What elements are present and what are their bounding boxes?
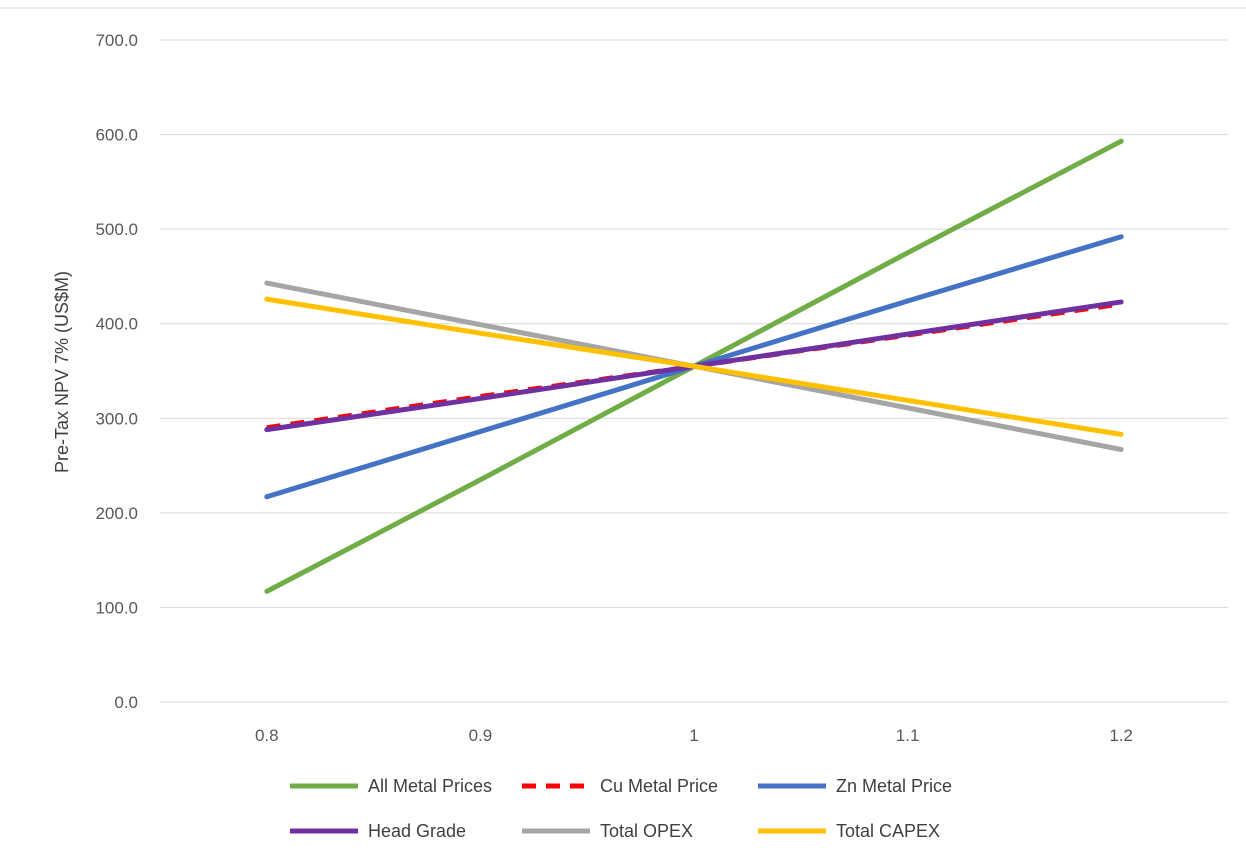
y-tick-label: 700.0 [95, 31, 138, 50]
y-tick-label: 0.0 [114, 693, 138, 712]
legend-label: Total CAPEX [836, 821, 940, 841]
legend-label: All Metal Prices [368, 776, 492, 796]
x-axis-ticks: 0.8 0.9 1 1.1 1.2 [255, 726, 1133, 745]
legend-label: Head Grade [368, 821, 466, 841]
y-tick-label: 500.0 [95, 220, 138, 239]
legend-item-head-grade: Head Grade [290, 821, 466, 841]
x-tick-label: 0.8 [255, 726, 279, 745]
y-tick-label: 300.0 [95, 409, 138, 428]
legend-item-total-opex: Total OPEX [522, 821, 693, 841]
legend-item-cu-metal-price: Cu Metal Price [522, 776, 718, 796]
x-tick-label: 1.1 [896, 726, 920, 745]
legend-item-all-metal-prices: All Metal Prices [290, 776, 492, 796]
legend-label: Total OPEX [600, 821, 693, 841]
y-axis-title: Pre-Tax NPV 7% (US$M) [52, 271, 72, 473]
x-tick-label: 1 [689, 726, 698, 745]
x-tick-label: 0.9 [469, 726, 493, 745]
x-tick-label: 1.2 [1109, 726, 1133, 745]
y-tick-label: 600.0 [95, 126, 138, 145]
legend-label: Zn Metal Price [836, 776, 952, 796]
legend-item-zn-metal-price: Zn Metal Price [758, 776, 952, 796]
y-tick-label: 200.0 [95, 504, 138, 523]
series-lines [264, 138, 1124, 594]
y-tick-label: 400.0 [95, 315, 138, 334]
legend: All Metal Prices Cu Metal Price Zn Metal P… [290, 776, 952, 841]
y-tick-label: 100.0 [95, 598, 138, 617]
legend-item-total-capex: Total CAPEX [758, 821, 940, 841]
legend-label: Cu Metal Price [600, 776, 718, 796]
y-axis-ticks: 0.0 100.0 200.0 300.0 400.0 500.0 600.0 700.0 [95, 31, 138, 712]
series-line-total-capex [264, 296, 1124, 437]
